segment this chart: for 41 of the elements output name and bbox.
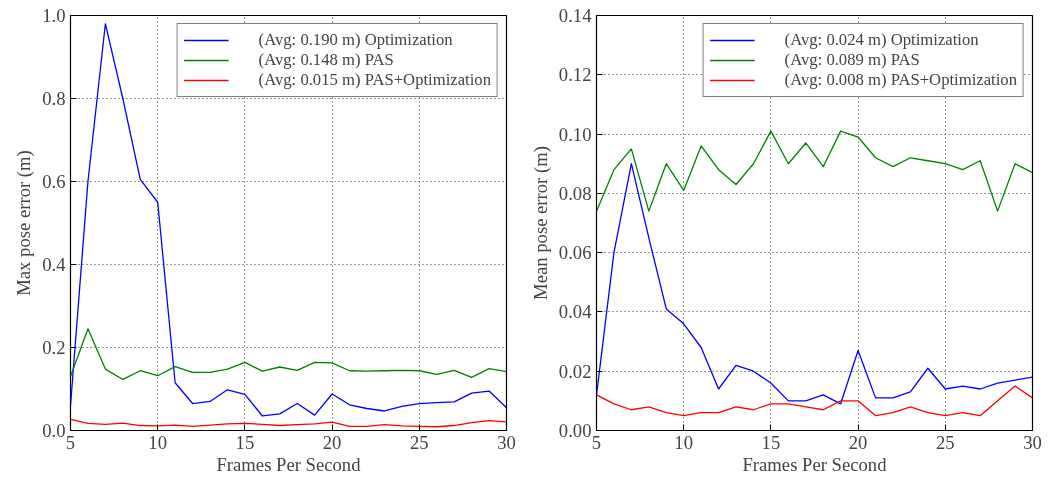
legend-label: (Avg: 0.148 m) PAS: [258, 50, 394, 70]
line-series: [70, 328, 507, 381]
y-tick-label: 0.0: [42, 420, 66, 441]
y-axis-title: Max pose error (m): [13, 150, 36, 296]
x-tick-label: 10: [674, 431, 694, 453]
x-tick-label: 20: [848, 431, 868, 453]
x-tick-label: 5: [591, 431, 602, 453]
legend-label: (Avg: 0.015 m) PAS+Optimization: [258, 70, 491, 90]
x-tick-label: 30: [497, 431, 516, 453]
y-tick-label: 0.08: [558, 182, 592, 204]
y-tick-label: 0.02: [558, 360, 592, 382]
y-tick-label: 0.6: [42, 171, 66, 192]
y-tick-label: 0.2: [42, 337, 66, 358]
x-tick-label: 10: [148, 431, 168, 453]
x-tick-label: 25: [935, 431, 955, 453]
x-tick-label: 30: [1023, 431, 1042, 453]
y-tick-label: 0.06: [558, 242, 592, 264]
y-axis-title: Mean pose error (m): [529, 146, 552, 300]
x-tick-label: 15: [761, 431, 781, 453]
legend-label: (Avg: 0.008 m) PAS+Optimization: [784, 70, 1017, 90]
legend-label: (Avg: 0.024 m) Optimization: [784, 30, 979, 50]
x-axis-title: Frames Per Second: [742, 453, 888, 475]
x-axis-title: Frames Per Second: [216, 453, 362, 475]
line-series: [596, 385, 1033, 417]
y-tick-label: 0.12: [558, 64, 592, 86]
y-tick-label: 0.8: [42, 88, 66, 109]
y-tick-label: 0.04: [558, 301, 593, 323]
y-tick-label: 0.10: [558, 123, 592, 145]
legend-label: (Avg: 0.190 m) Optimization: [258, 30, 453, 50]
y-tick-label: 0.14: [558, 5, 593, 26]
x-tick-label: 25: [409, 431, 429, 453]
x-tick-label: 20: [322, 431, 342, 453]
x-tick-label: 15: [235, 431, 255, 453]
y-tick-label: 0.4: [42, 254, 67, 275]
line-series: [596, 163, 1033, 405]
y-tick-label: 1.0: [42, 5, 66, 26]
line-series: [596, 130, 1033, 212]
x-tick-label: 5: [65, 431, 76, 453]
line-series: [70, 23, 507, 417]
y-tick-label: 0.00: [558, 420, 592, 441]
legend-label: (Avg: 0.089 m) PAS: [784, 50, 920, 70]
